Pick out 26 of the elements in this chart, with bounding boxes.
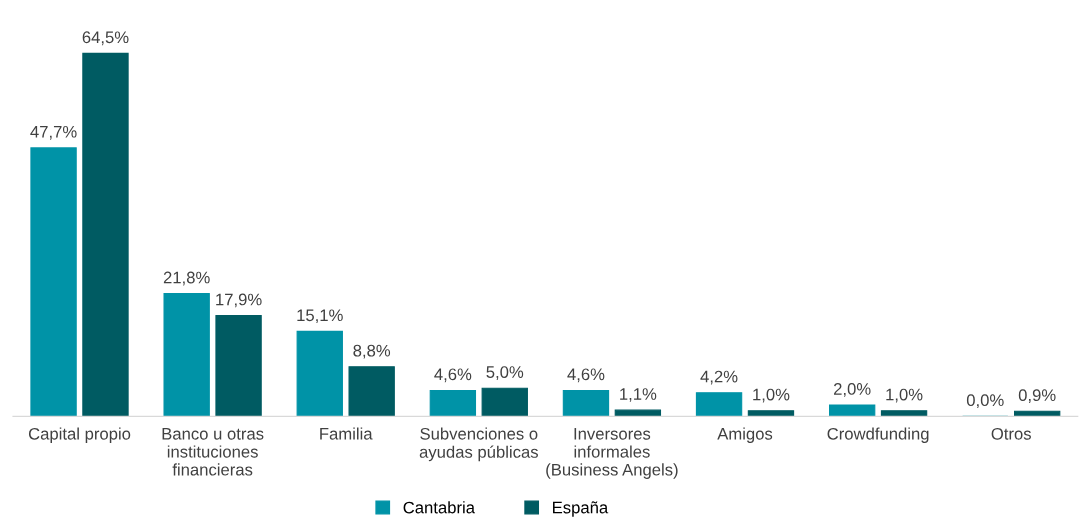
data-label: 0,9% bbox=[1018, 389, 1056, 403]
data-label: 8,8% bbox=[353, 344, 391, 359]
data-label: 1,0% bbox=[753, 388, 790, 403]
data-label: 1,0% bbox=[886, 388, 923, 403]
data-label: 5,0% bbox=[486, 366, 524, 380]
data-label: 17,9% bbox=[216, 293, 262, 308]
x-tick-label: Subvenciones o ayudas públicas bbox=[419, 427, 538, 462]
legend-label: Cantabria bbox=[403, 501, 475, 514]
x-tick-label: Banco u otras instituciones financieras bbox=[162, 428, 264, 476]
data-label: 15,1% bbox=[297, 309, 343, 324]
x-tick-label: Amigos bbox=[717, 427, 773, 443]
x-tick-label: Inversores informales (Business Angels) bbox=[546, 428, 678, 479]
legend-label: España bbox=[553, 501, 609, 517]
data-label: 64,5% bbox=[82, 31, 129, 46]
data-label: 1,1% bbox=[620, 388, 657, 402]
x-tick-label: Capital propio bbox=[28, 427, 131, 443]
data-label: 21,8% bbox=[163, 271, 210, 286]
data-label: 2,0% bbox=[834, 383, 871, 397]
x-tick-label: Otros bbox=[991, 427, 1031, 440]
data-label: 4,2% bbox=[700, 370, 738, 385]
data-label: 47,7% bbox=[30, 125, 77, 140]
data-label: 4,6% bbox=[567, 368, 605, 383]
data-label: 0,0% bbox=[966, 394, 1004, 409]
x-tick-label: Familia bbox=[320, 427, 373, 440]
x-tick-label: Crowdfunding bbox=[827, 427, 929, 443]
data-label: 4,6% bbox=[434, 368, 472, 383]
